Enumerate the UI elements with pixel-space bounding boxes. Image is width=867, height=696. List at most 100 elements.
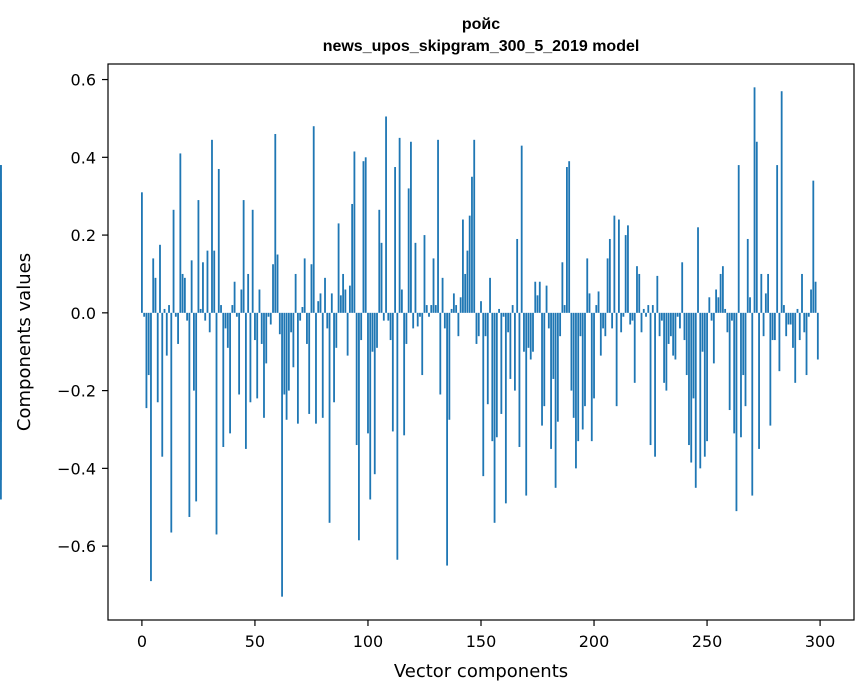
bar [294, 273, 297, 313]
bar [380, 242, 383, 313]
bar [457, 312, 460, 337]
bar [645, 312, 647, 317]
bar [371, 312, 374, 352]
bar [613, 215, 616, 313]
bar [767, 273, 769, 313]
bar [222, 312, 225, 447]
bar [624, 235, 627, 313]
bar [292, 312, 295, 368]
bar [369, 312, 372, 500]
bar [703, 312, 706, 457]
bar [482, 312, 485, 477]
bar [412, 312, 415, 329]
bar [342, 273, 345, 313]
y-tick-label: 0.0 [71, 304, 96, 323]
bar [308, 312, 311, 414]
bar [348, 285, 351, 313]
bar [538, 281, 541, 313]
bar [208, 312, 211, 333]
bar [563, 305, 566, 313]
bar [708, 297, 711, 313]
bar [536, 295, 539, 313]
bar [267, 312, 270, 317]
y-tick-label: 0.2 [71, 226, 96, 245]
bar [265, 312, 268, 364]
bar [231, 305, 234, 313]
bar [789, 312, 792, 325]
bar [233, 281, 236, 313]
bar [717, 297, 720, 313]
bar [278, 312, 281, 335]
bar [701, 312, 704, 352]
bar [633, 312, 636, 383]
bar [685, 312, 688, 376]
bar [256, 312, 259, 399]
bar [486, 312, 489, 405]
bar [805, 312, 808, 376]
bar [699, 312, 702, 469]
bar [217, 168, 220, 313]
bar [796, 308, 799, 313]
bar [391, 312, 394, 432]
bar [339, 295, 342, 313]
bar [269, 312, 272, 325]
bar [525, 312, 528, 496]
bar [816, 312, 819, 360]
bar [667, 312, 670, 344]
bar [656, 275, 659, 313]
bar [606, 258, 609, 313]
bar [382, 312, 385, 321]
bar [514, 312, 516, 391]
bar [249, 312, 252, 403]
bar [421, 312, 424, 376]
bar [197, 200, 200, 313]
bar [620, 312, 623, 333]
x-tick-label: 150 [466, 632, 497, 651]
bar [780, 91, 783, 313]
bar [547, 312, 550, 329]
bar [622, 312, 625, 317]
bar [640, 312, 643, 333]
bar [712, 312, 715, 364]
bar [749, 297, 751, 313]
bar [346, 312, 349, 356]
bar [432, 258, 435, 313]
bar [260, 312, 263, 344]
bar [773, 312, 776, 341]
bar [688, 312, 690, 446]
bar [679, 312, 681, 329]
bar [312, 126, 315, 313]
y-tick-label: 0.4 [71, 148, 96, 167]
bar [498, 308, 500, 313]
bar [527, 312, 530, 348]
bar [579, 312, 582, 337]
y-axis-label: Components values [14, 253, 35, 431]
bar [502, 312, 505, 317]
bar [330, 293, 333, 313]
bar [328, 312, 331, 523]
bar [504, 312, 507, 504]
bar [299, 312, 302, 321]
bar [532, 312, 534, 352]
bar [721, 266, 724, 313]
bar [168, 305, 170, 313]
bar [439, 312, 442, 395]
bar [575, 312, 577, 469]
bar [147, 312, 150, 376]
bar [407, 188, 410, 313]
bar [724, 308, 727, 313]
bar [787, 312, 790, 325]
bar [396, 312, 399, 560]
bar [669, 312, 672, 337]
bar [459, 297, 462, 313]
bar [471, 176, 473, 313]
bar [425, 305, 428, 313]
bar [753, 87, 756, 313]
bar [617, 219, 620, 313]
x-axis-ticks: 0 50 100 150 200 250 300 [137, 620, 835, 651]
bar [455, 305, 458, 313]
bar [733, 312, 736, 434]
bar [276, 254, 279, 313]
bar [593, 312, 595, 399]
bar [272, 264, 274, 313]
